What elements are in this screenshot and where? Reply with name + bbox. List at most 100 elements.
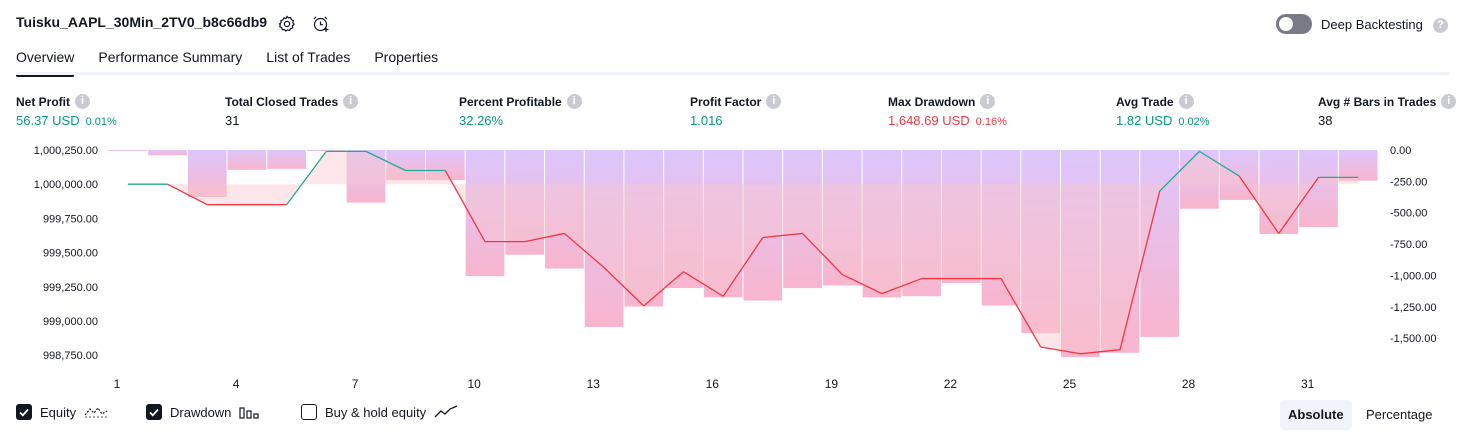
equity-drawdown-chart[interactable]: 1,000,250.00 1,000,000.00 999,750.00 999,50… <box>0 138 1466 396</box>
left-axis-tick-label: 1,000,000.00 <box>34 179 98 191</box>
tab-list-of-trades[interactable]: List of Trades <box>266 49 351 65</box>
metric-label: Avg Trade <box>1116 94 1174 109</box>
strategy-title: Tuisku_AAPL_30Min_2TV0_b8c66db9 <box>16 14 268 30</box>
drawdown-bar <box>664 150 703 288</box>
drawdown-checkbox[interactable] <box>146 404 162 420</box>
drawdown-bar <box>1299 150 1338 228</box>
drawdown-bar <box>743 150 783 301</box>
x-axis-tick-label: 25 <box>1063 377 1077 391</box>
legend-label: Drawdown <box>170 404 232 420</box>
info-icon[interactable]: i <box>1178 94 1194 109</box>
equity-line-segment <box>881 277 922 295</box>
info-icon[interactable]: i <box>1441 94 1457 109</box>
metric-value: 1,648.69 USD <box>888 113 970 128</box>
drawdown-bar <box>1219 150 1259 200</box>
metric-label: Avg # Bars in Trades <box>1318 94 1437 109</box>
equity-line-segment <box>1040 346 1081 355</box>
info-icon[interactable]: i <box>766 94 782 109</box>
equity-line-segment <box>643 271 684 307</box>
drawdown-bar <box>545 150 584 269</box>
drawdown-bar <box>822 150 862 286</box>
drawdown-bar <box>902 150 941 297</box>
left-axis-tick-label: 999,000.00 <box>43 316 98 328</box>
buy-hold-checkbox[interactable] <box>301 404 317 420</box>
drawdown-bar <box>346 150 386 203</box>
deep-backtesting-label: Deep Backtesting <box>1321 17 1423 32</box>
x-axis-tick-label: 16 <box>706 377 720 391</box>
percentage-mode-button[interactable]: Percentage <box>1366 407 1433 422</box>
left-axis-tick-label: 999,250.00 <box>43 282 98 294</box>
right-axis-tick-label: 0.00 <box>1390 145 1411 157</box>
x-axis-tick-label: 31 <box>1301 377 1315 391</box>
x-axis-tick-label: 22 <box>944 377 958 391</box>
equity-line-segment <box>603 267 645 307</box>
drawdown-bar <box>108 150 148 151</box>
legend-drawdown[interactable]: Drawdown <box>146 404 260 420</box>
check-icon <box>19 408 29 417</box>
drawdown-bar <box>624 150 664 307</box>
metric-value: 1.82 USD <box>1116 113 1173 128</box>
drawdown-bar <box>1021 150 1060 334</box>
drawdown-bar <box>1338 150 1378 181</box>
equity-checkbox[interactable] <box>16 404 32 420</box>
absolute-mode-button[interactable]: Absolute <box>1280 400 1352 430</box>
drawdown-bar <box>505 150 545 255</box>
equity-line-segment <box>563 232 605 269</box>
metric-label: Percent Profitable <box>459 94 562 109</box>
x-axis-tick-label: 7 <box>352 377 359 391</box>
tab-properties[interactable]: Properties <box>374 49 439 65</box>
right-axis-tick-label: -1,250.00 <box>1390 302 1436 314</box>
right-axis-tick-label: -1,000.00 <box>1390 270 1436 282</box>
metric-percent-profitable: Percent Profitable i 32.26% <box>459 94 582 128</box>
deep-backtesting-help-icon[interactable]: ? <box>1433 18 1448 33</box>
equity-line-segment <box>365 150 406 172</box>
equity-line-segment <box>683 271 724 297</box>
right-axis-tick-label: -750.00 <box>1390 239 1427 251</box>
x-axis-tick-label: 1 <box>114 377 121 391</box>
info-icon[interactable]: i <box>343 94 359 109</box>
legend-label: Equity <box>40 404 77 420</box>
drawdown-bar <box>465 150 505 277</box>
x-axis-tick-label: 13 <box>587 377 601 391</box>
settings-gear-icon[interactable] <box>278 15 296 33</box>
check-icon <box>149 408 159 417</box>
metric-max-drawdown: Max Drawdown i 1,648.69 USD 0.16% <box>888 94 1007 128</box>
tab-performance-summary[interactable]: Performance Summary <box>98 49 243 65</box>
drawdown-bar <box>187 150 227 198</box>
left-axis-tick-label: 999,500.00 <box>43 248 98 260</box>
tab-overview[interactable]: Overview <box>16 49 75 77</box>
metric-percent: 0.16% <box>975 116 1007 128</box>
drawdown-bars-icon <box>239 407 260 419</box>
info-icon[interactable]: i <box>566 94 582 109</box>
buy-hold-line-icon <box>434 405 458 418</box>
drawdown-bar <box>1259 150 1299 235</box>
left-axis-tick-label: 1,000,250.00 <box>34 145 98 157</box>
add-alert-clock-icon[interactable] <box>312 15 330 33</box>
left-axis-tick-label: 999,750.00 <box>43 213 98 225</box>
metric-total-closed-trades: Total Closed Trades i 31 <box>225 94 359 128</box>
equity-line-segment <box>286 150 327 206</box>
legend-buy-hold-equity[interactable]: Buy & hold equity <box>301 404 458 420</box>
info-icon[interactable]: i <box>75 94 90 109</box>
equity-line-segment <box>1000 278 1042 348</box>
drawdown-bar <box>148 150 187 156</box>
equity-line-segment <box>1159 150 1200 192</box>
metric-profit-factor: Profit Factor i 1.016 <box>690 94 782 128</box>
drawdown-bar <box>1061 150 1100 358</box>
deep-backtesting-toggle[interactable] <box>1276 14 1312 34</box>
equity-line-segment <box>1199 150 1240 177</box>
legend-label: Buy & hold equity <box>325 404 427 420</box>
drawdown-bar <box>703 150 743 298</box>
metric-value: 31 <box>225 113 240 128</box>
toggle-knob <box>1279 17 1293 31</box>
x-axis-tick-label: 4 <box>233 377 240 391</box>
metric-value: 38 <box>1318 113 1333 128</box>
metric-label: Profit Factor <box>690 94 762 109</box>
equity-line-segment <box>444 170 486 242</box>
report-tabs: Overview Performance Summary List of Tra… <box>16 49 439 77</box>
legend-equity[interactable]: Equity <box>16 404 108 420</box>
drawdown-bar <box>426 150 465 181</box>
drawdown-bar <box>227 150 267 170</box>
x-axis-tick-label: 10 <box>468 377 482 391</box>
info-icon[interactable]: i <box>980 94 996 109</box>
